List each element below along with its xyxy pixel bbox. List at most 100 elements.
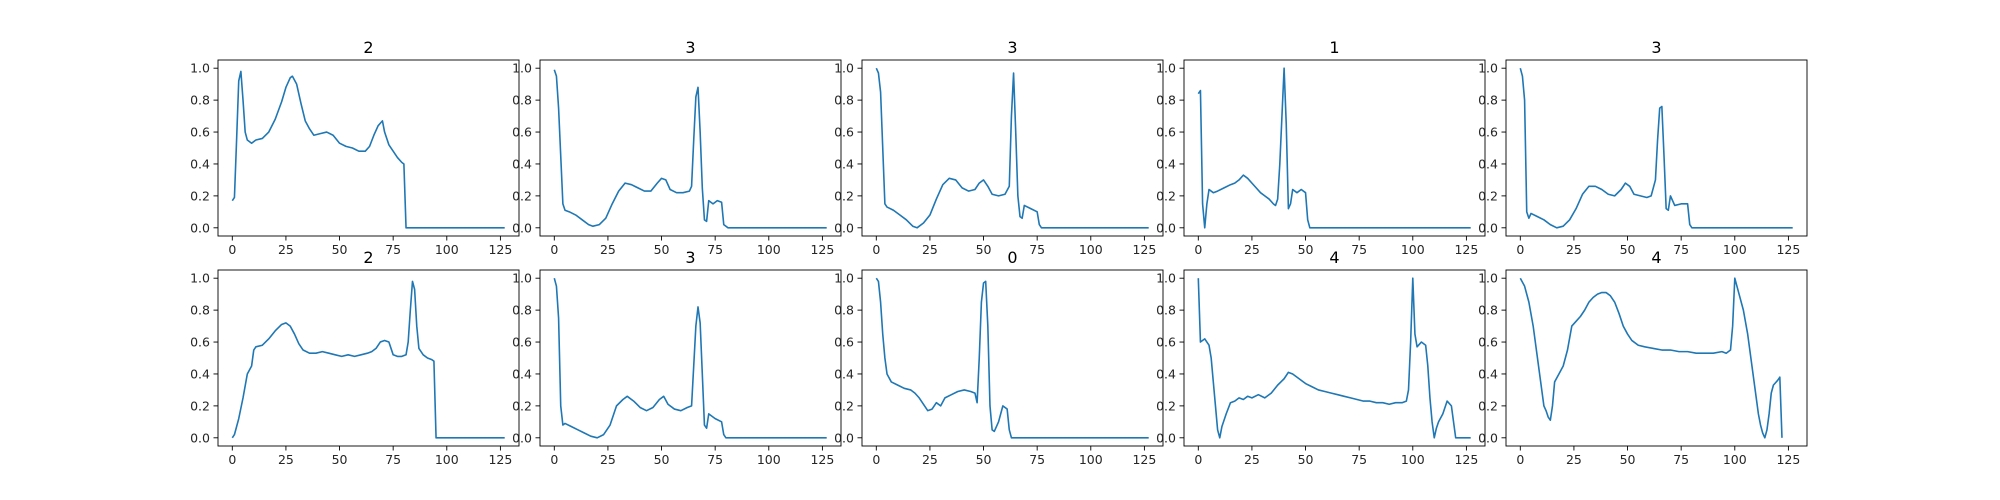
y-tick-label: 1.0	[834, 271, 854, 286]
y-tick-label: 0.0	[512, 220, 532, 235]
x-tick-label: 125	[488, 242, 512, 257]
x-tick-label: 125	[1454, 242, 1478, 257]
y-tick-label: 0.6	[834, 335, 854, 350]
y-tick-label: 1.0	[1478, 271, 1498, 286]
x-tick-label: 25	[1566, 452, 1582, 467]
y-tick-label: 0.8	[834, 303, 854, 318]
x-tick-label: 100	[1723, 452, 1747, 467]
y-tick-label: 0.4	[190, 156, 210, 171]
x-tick-label: 75	[1351, 242, 1367, 257]
y-tick-label: 0.6	[512, 125, 532, 140]
x-tick-label: 100	[1723, 242, 1747, 257]
subplot-title: 4	[1651, 248, 1661, 267]
x-tick-label: 50	[654, 452, 670, 467]
x-tick-label: 125	[1132, 452, 1156, 467]
subplot-7: 0 0 25 50 75 100 125 0.0 0.2 0.4 0.6 0.8 1.0	[834, 248, 1164, 467]
subplot-9: 4 0 25 50 75 100 125 0.0 0.2 0.4 0.6 0.8 1.0	[1478, 248, 1808, 467]
subplot-title: 4	[1329, 248, 1339, 267]
y-tick-label: 0.0	[512, 430, 532, 445]
y-tick-label: 1.0	[512, 61, 532, 76]
axes-frame	[1183, 59, 1486, 237]
y-tick-label: 1.0	[512, 271, 532, 286]
axes-frame	[217, 269, 520, 447]
x-tick-label: 0	[228, 452, 236, 467]
y-tick-label: 0.4	[1156, 366, 1176, 381]
subplot-title: 0	[1007, 248, 1017, 267]
x-tick-label: 125	[488, 452, 512, 467]
x-tick-label: 100	[1401, 242, 1425, 257]
x-tick-label: 50	[976, 452, 992, 467]
y-tick-label: 0.8	[190, 303, 210, 318]
y-tick-label: 0.6	[1156, 125, 1176, 140]
x-tick-label: 75	[707, 452, 723, 467]
y-tick-label: 0.2	[512, 398, 532, 413]
x-tick-label: 50	[654, 242, 670, 257]
y-tick-label: 0.4	[834, 366, 854, 381]
y-tick-label: 0.2	[834, 398, 854, 413]
x-tick-label: 100	[1401, 452, 1425, 467]
subplot-title: 1	[1329, 38, 1339, 57]
y-tick-label: 0.8	[512, 93, 532, 108]
x-tick-label: 50	[1298, 452, 1314, 467]
y-tick-label: 0.6	[1478, 335, 1498, 350]
x-tick-label: 75	[1673, 242, 1689, 257]
x-tick-label: 100	[1079, 452, 1103, 467]
x-tick-label: 100	[757, 242, 781, 257]
y-tick-label: 0.2	[1156, 188, 1176, 203]
x-tick-label: 25	[278, 242, 294, 257]
x-tick-label: 50	[1620, 452, 1636, 467]
y-tick-label: 0.4	[834, 156, 854, 171]
y-tick-label: 0.2	[1478, 188, 1498, 203]
x-tick-label: 75	[385, 452, 401, 467]
x-tick-label: 75	[1351, 452, 1367, 467]
y-tick-label: 0.6	[190, 125, 210, 140]
x-tick-label: 25	[600, 242, 616, 257]
y-tick-label: 0.4	[1478, 366, 1498, 381]
subplot-title: 2	[363, 248, 373, 267]
y-tick-label: 1.0	[1478, 61, 1498, 76]
series-line	[553, 69, 827, 229]
y-tick-label: 0.0	[1478, 220, 1498, 235]
subplot-1: 3 0 25 50 75 100 125 0.0 0.2 0.4 0.6 0.8 1.0	[512, 38, 842, 257]
x-tick-label: 0	[872, 452, 880, 467]
y-tick-label: 0.2	[1478, 398, 1498, 413]
x-tick-label: 75	[1029, 242, 1045, 257]
subplot-6: 3 0 25 50 75 100 125 0.0 0.2 0.4 0.6 0.8 1.0	[512, 248, 842, 467]
y-tick-label: 0.6	[190, 335, 210, 350]
series-line	[231, 280, 505, 439]
y-tick-label: 1.0	[834, 61, 854, 76]
x-tick-label: 75	[1673, 452, 1689, 467]
x-tick-label: 75	[707, 242, 723, 257]
y-tick-label: 0.4	[1478, 156, 1498, 171]
x-tick-label: 100	[1079, 242, 1103, 257]
x-tick-label: 50	[332, 452, 348, 467]
subplot-8: 4 0 25 50 75 100 125 0.0 0.2 0.4 0.6 0.8 1.0	[1156, 248, 1486, 467]
series-line	[875, 67, 1149, 229]
subplot-title: 2	[363, 38, 373, 57]
axes-frame	[861, 59, 1164, 237]
y-tick-label: 0.0	[190, 220, 210, 235]
y-tick-label: 0.0	[834, 220, 854, 235]
x-tick-label: 100	[757, 452, 781, 467]
y-tick-label: 0.8	[1478, 93, 1498, 108]
y-tick-label: 0.8	[1478, 303, 1498, 318]
y-tick-label: 0.0	[1156, 430, 1176, 445]
x-tick-label: 125	[1776, 452, 1800, 467]
y-tick-label: 0.2	[190, 398, 210, 413]
x-tick-label: 125	[1776, 242, 1800, 257]
subplot-title: 3	[685, 248, 695, 267]
x-tick-label: 50	[976, 242, 992, 257]
axes-frame	[539, 269, 842, 447]
x-tick-label: 125	[810, 452, 834, 467]
x-tick-label: 50	[1620, 242, 1636, 257]
y-tick-label: 0.8	[1156, 93, 1176, 108]
y-tick-label: 0.4	[1156, 156, 1176, 171]
y-tick-label: 0.0	[1478, 430, 1498, 445]
axes-frame	[539, 59, 842, 237]
x-tick-label: 0	[228, 242, 236, 257]
x-tick-label: 0	[872, 242, 880, 257]
axes-frame	[217, 59, 520, 237]
y-tick-label: 0.2	[512, 188, 532, 203]
y-tick-label: 1.0	[1156, 61, 1176, 76]
